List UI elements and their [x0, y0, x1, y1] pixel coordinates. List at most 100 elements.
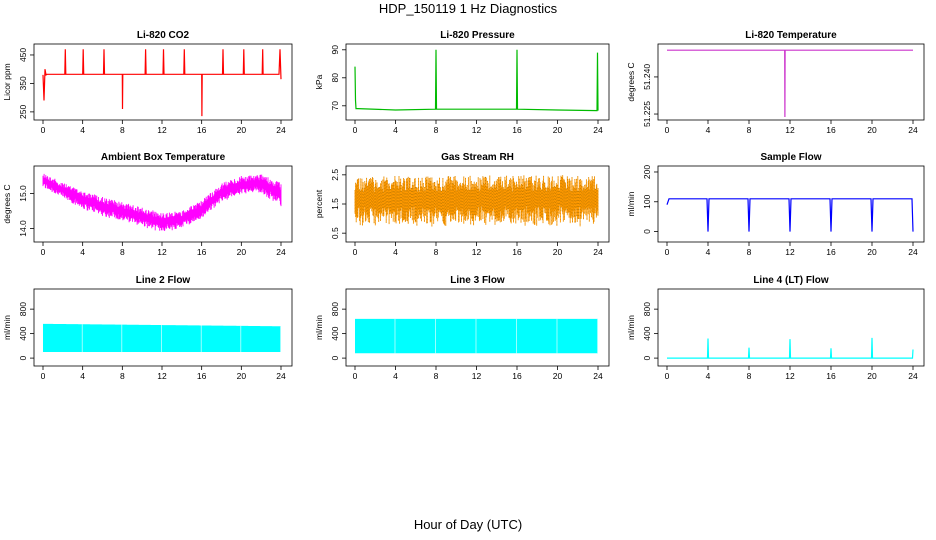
- y-tick-label: 70: [330, 101, 340, 111]
- series-line: [666, 198, 914, 232]
- y-tick-label: 200: [642, 165, 652, 179]
- x-tick-label: 16: [512, 247, 522, 257]
- panel-title: Line 4 (LT) Flow: [753, 275, 829, 286]
- x-tick-label: 4: [706, 125, 711, 135]
- x-tick-label: 24: [593, 371, 603, 381]
- x-tick-label: 12: [785, 371, 795, 381]
- panel-title: Li-820 CO2: [137, 30, 190, 41]
- x-tick-label: 24: [276, 125, 286, 135]
- series-band: [43, 323, 281, 352]
- panel-title: Li-820 Temperature: [745, 30, 837, 41]
- panel-8: Line 3 Flow ml/min 0 4 8 12 16 20 24 0 400 800: [314, 275, 610, 381]
- y-tick-label: 250: [18, 105, 28, 119]
- plot-frame: [345, 43, 610, 121]
- plot-frame: [345, 288, 610, 367]
- x-tick-label: 24: [908, 371, 918, 381]
- x-tick-label: 0: [353, 125, 358, 135]
- y-axis-label: ml/min: [626, 315, 636, 340]
- x-tick-label: 0: [41, 247, 46, 257]
- x-tick-label: 20: [237, 247, 247, 257]
- data-layer: [42, 49, 282, 117]
- data-layer: [667, 337, 914, 359]
- y-tick-label: 450: [18, 48, 28, 62]
- y-tick-label: 2.5: [330, 169, 340, 181]
- y-tick-label: 14.0: [18, 220, 28, 237]
- plot-frame: [33, 288, 293, 367]
- panel-3: Li-820 Temperature degrees C 0 4 8 12 16 20 24 51…: [626, 30, 925, 135]
- x-axis-label: Hour of Day (UTC): [413, 517, 523, 532]
- x-tick-label: 8: [434, 247, 439, 257]
- x-tick-label: 20: [553, 125, 563, 135]
- panel-title: Ambient Box Temperature: [101, 152, 226, 163]
- x-tick-label: 0: [353, 247, 358, 257]
- x-tick-label: 20: [867, 371, 877, 381]
- x-tick-label: 8: [120, 371, 125, 381]
- x-tick-label: 4: [393, 371, 398, 381]
- panel-title: Line 3 Flow: [450, 275, 505, 286]
- x-tick-label: 4: [393, 247, 398, 257]
- x-tick-label: 8: [434, 371, 439, 381]
- x-tick-label: 0: [665, 247, 670, 257]
- panel-7: Line 2 Flow ml/min 0 4 8 12 16 20 24 0 400 800: [2, 275, 293, 381]
- plot-frame: [657, 43, 925, 121]
- panel-title: Li-820 Pressure: [440, 30, 515, 41]
- panel-4: Ambient Box Temperature degrees C 0 4 8 12 16 2…: [2, 152, 293, 257]
- x-tick-label: 20: [867, 125, 877, 135]
- x-tick-label: 0: [665, 371, 670, 381]
- plot-frame: [657, 288, 925, 367]
- x-tick-label: 0: [41, 125, 46, 135]
- x-tick-label: 12: [472, 371, 482, 381]
- x-tick-label: 20: [553, 247, 563, 257]
- y-tick-label: 0.5: [330, 227, 340, 239]
- y-axis-label: ml/min: [314, 315, 324, 340]
- x-tick-label: 12: [785, 125, 795, 135]
- x-tick-label: 20: [867, 247, 877, 257]
- series-band: [355, 318, 598, 354]
- series-line: [354, 49, 599, 112]
- x-tick-label: 24: [908, 125, 918, 135]
- y-tick-label: 800: [18, 302, 28, 316]
- y-axis-label: kPa: [314, 74, 324, 89]
- data-layer: [354, 49, 599, 112]
- x-tick-label: 12: [472, 125, 482, 135]
- y-tick-label: 400: [18, 326, 28, 340]
- x-tick-label: 8: [747, 371, 752, 381]
- x-tick-label: 4: [80, 125, 85, 135]
- y-axis-label: degrees C: [2, 184, 12, 223]
- x-tick-label: 16: [197, 371, 207, 381]
- y-tick-label: 51.225: [642, 101, 652, 127]
- panel-6: Sample Flow ml/min 0 4 8 12 16 20 24 0 100 200: [626, 152, 925, 257]
- series-line: [42, 49, 282, 117]
- x-tick-label: 20: [237, 125, 247, 135]
- x-tick-label: 24: [908, 247, 918, 257]
- panel-title: Sample Flow: [760, 152, 821, 163]
- plot-frame: [33, 165, 293, 243]
- main-title: HDP_150119 1 Hz Diagnostics: [378, 1, 558, 16]
- y-axis-label: Licor ppm: [2, 63, 12, 100]
- x-tick-label: 4: [80, 247, 85, 257]
- panel-9: Line 4 (LT) Flow ml/min 0 4 8 12 16 20 24 0 400 800: [626, 275, 925, 381]
- data-layer: [43, 323, 281, 352]
- x-tick-label: 16: [826, 247, 836, 257]
- data-layer: [667, 49, 913, 118]
- series-band-dots: [354, 175, 599, 227]
- series-line: [667, 337, 914, 359]
- x-tick-label: 4: [80, 371, 85, 381]
- x-tick-label: 0: [665, 125, 670, 135]
- y-tick-label: 90: [330, 45, 340, 55]
- x-tick-label: 8: [120, 125, 125, 135]
- series-band: [42, 173, 282, 231]
- data-layer: [666, 198, 914, 232]
- x-tick-label: 4: [706, 371, 711, 381]
- y-tick-label: 400: [642, 326, 652, 340]
- y-axis-label: percent: [314, 189, 324, 218]
- y-axis-label: degrees C: [626, 62, 636, 101]
- x-tick-label: 16: [512, 125, 522, 135]
- x-tick-label: 0: [41, 371, 46, 381]
- x-tick-label: 8: [120, 247, 125, 257]
- x-tick-label: 8: [434, 125, 439, 135]
- y-tick-label: 1.5: [330, 198, 340, 210]
- panel-1: Li-820 CO2 Licor ppm 0 4 8 12 16 20 24 250 350 450: [2, 30, 293, 135]
- data-layer: [355, 318, 598, 354]
